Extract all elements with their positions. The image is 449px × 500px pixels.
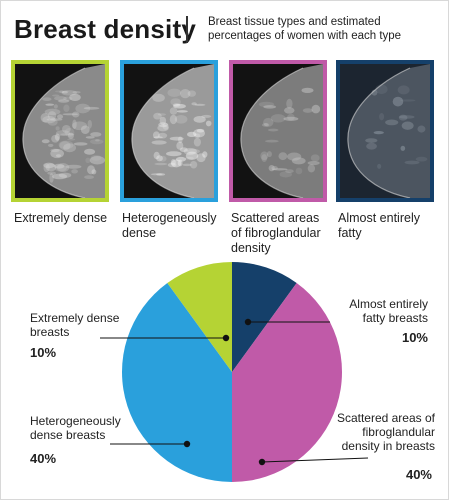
pct-almost-entirely-fatty: 10%: [401, 330, 428, 345]
mammogram-scattered-density: [229, 60, 327, 202]
label-heterogeneously-dense: Heterogeneously dense breasts: [30, 414, 121, 442]
label-extremely-dense: Extremely dense breasts: [30, 311, 120, 339]
leader-scattered-density: [258, 457, 369, 466]
mammogram-heterogeneously-dense: [120, 60, 218, 202]
leader-almost-entirely-fatty: [244, 318, 330, 326]
caption-heterogeneously-dense: Heterogeneously dense: [122, 211, 217, 240]
caption-almost-entirely-fatty: Almost entirely fatty: [338, 211, 420, 240]
caption-scattered-density: Scattered areas of fibroglandular densit…: [231, 211, 321, 255]
mammogram-extremely-dense: [11, 60, 109, 202]
pct-extremely-dense: 10%: [30, 345, 57, 360]
slice-scattered-density: [232, 283, 343, 482]
title-divider: [186, 16, 188, 43]
slice-almost-entirely-fatty: [232, 262, 297, 372]
mammogram-almost-entirely-fatty: [336, 60, 434, 202]
label-almost-entirely-fatty: Almost entirely fatty breasts: [349, 297, 428, 325]
leader-heterogeneously-dense: [110, 440, 191, 448]
label-scattered-density: Scattered areas of fibroglandular densit…: [336, 411, 435, 453]
leader-extremely-dense: [100, 334, 230, 342]
pct-scattered-density: 40%: [405, 467, 432, 482]
caption-extremely-dense: Extremely dense: [14, 211, 108, 225]
page-subtitle: Breast tissue types and estimated percen…: [208, 16, 402, 42]
pct-heterogeneously-dense: 40%: [30, 451, 57, 466]
page-title: Breast density: [14, 14, 196, 44]
slice-extremely-dense: [167, 262, 232, 372]
slice-heterogeneously-dense: [121, 283, 232, 482]
